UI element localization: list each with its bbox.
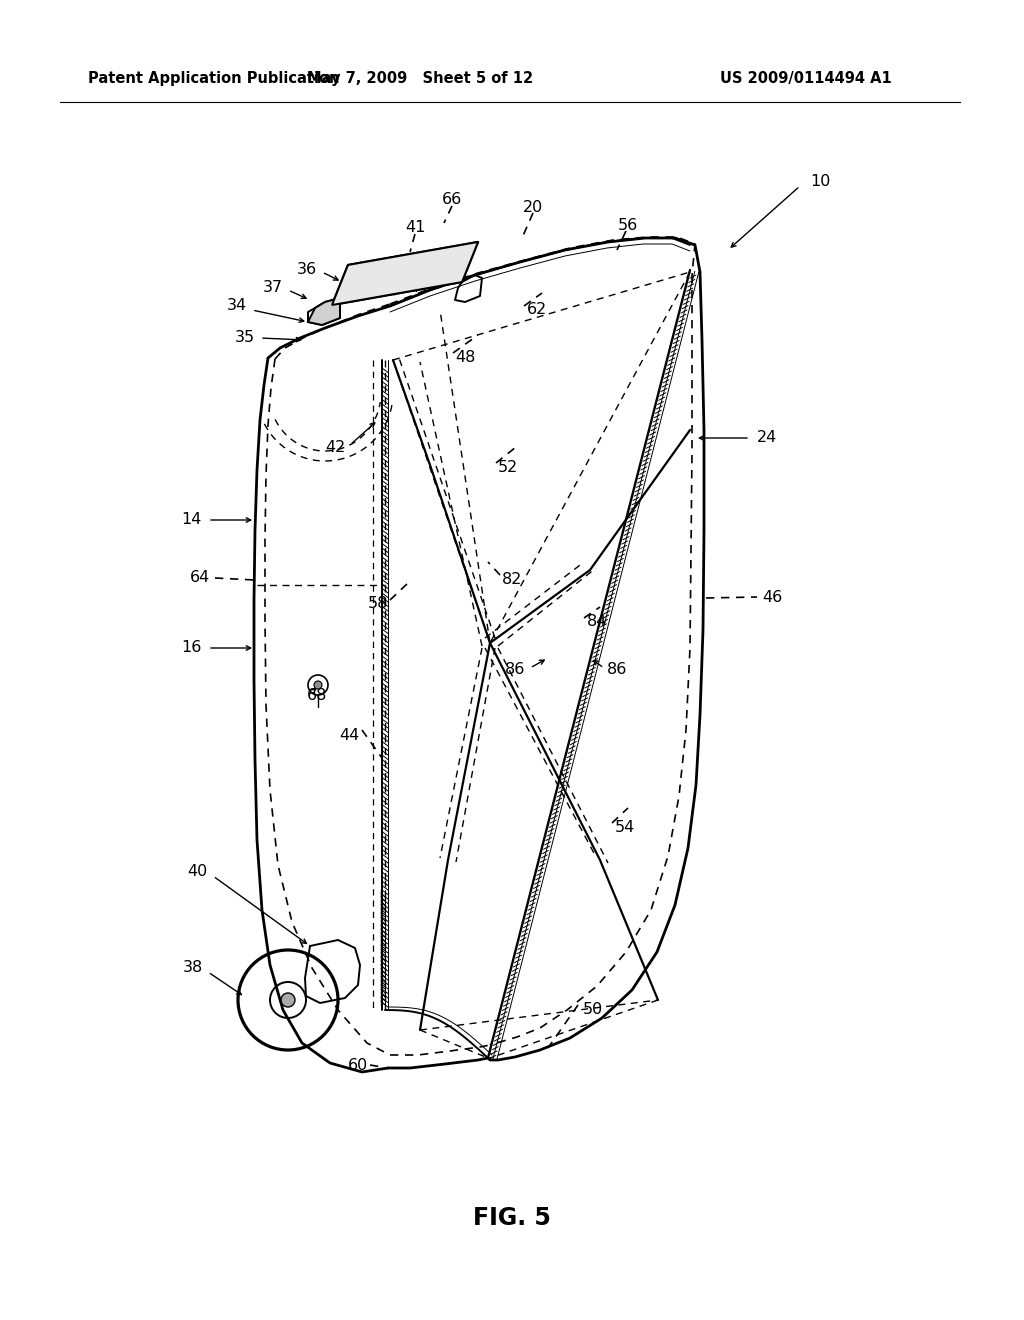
Text: 36: 36 (297, 263, 317, 277)
Text: US 2009/0114494 A1: US 2009/0114494 A1 (720, 70, 892, 86)
Text: 82: 82 (502, 573, 522, 587)
Polygon shape (332, 242, 478, 305)
Text: 44: 44 (340, 727, 360, 742)
Text: 41: 41 (404, 220, 425, 235)
Text: 62: 62 (527, 302, 547, 318)
Text: 37: 37 (263, 280, 283, 294)
Circle shape (314, 681, 322, 689)
Text: 50: 50 (583, 1002, 603, 1018)
Text: 14: 14 (181, 512, 202, 528)
Text: Patent Application Publication: Patent Application Publication (88, 70, 340, 86)
Text: 16: 16 (181, 640, 202, 656)
Text: 56: 56 (617, 218, 638, 232)
Text: 10: 10 (810, 174, 830, 190)
Text: 58: 58 (368, 597, 388, 611)
Text: 35: 35 (234, 330, 255, 346)
Text: 42: 42 (325, 440, 345, 454)
Text: 46: 46 (762, 590, 782, 605)
Text: 34: 34 (227, 297, 247, 313)
Text: 20: 20 (523, 199, 543, 214)
Text: May 7, 2009   Sheet 5 of 12: May 7, 2009 Sheet 5 of 12 (307, 70, 534, 86)
Text: 84: 84 (587, 615, 607, 630)
Text: 40: 40 (187, 865, 208, 879)
Text: 64: 64 (189, 570, 210, 586)
Text: 86: 86 (607, 663, 628, 677)
Text: 48: 48 (455, 351, 475, 366)
Polygon shape (308, 298, 340, 325)
Text: 86: 86 (505, 663, 525, 677)
Text: 24: 24 (757, 430, 777, 446)
Text: 68: 68 (307, 688, 328, 702)
Text: 38: 38 (182, 961, 203, 975)
Circle shape (281, 993, 295, 1007)
Text: 60: 60 (348, 1057, 368, 1072)
Text: 52: 52 (498, 461, 518, 475)
Text: 54: 54 (615, 821, 635, 836)
Text: 66: 66 (442, 193, 462, 207)
Text: FIG. 5: FIG. 5 (473, 1206, 551, 1230)
